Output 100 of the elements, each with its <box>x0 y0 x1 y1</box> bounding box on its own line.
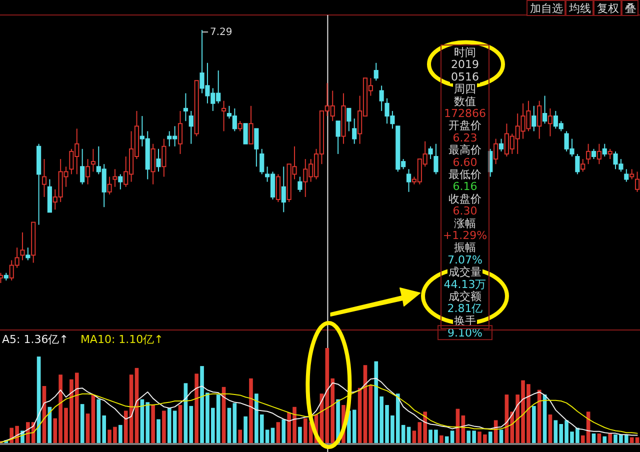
bar <box>91 394 96 443</box>
candlestick <box>624 168 629 182</box>
candlestick <box>406 168 412 192</box>
annotation: 6.60 <box>452 156 478 169</box>
bar <box>244 416 248 443</box>
bar <box>499 430 504 443</box>
annotation: 振幅 <box>454 241 476 254</box>
annotation: 时间 <box>454 46 476 59</box>
candlestick <box>602 143 607 157</box>
text: MA10: 1.10亿↑ <box>80 333 164 346</box>
candlestick <box>374 62 378 82</box>
text: 换手 <box>454 314 476 328</box>
candlestick <box>107 176 112 195</box>
annotation: 开盘价 <box>448 119 482 132</box>
text: 均线 <box>568 2 591 15</box>
candlestick <box>548 108 553 137</box>
text: A5: 1.36亿↑ <box>2 333 68 346</box>
candlestick <box>156 148 161 172</box>
annotation: 最低价 <box>448 168 482 181</box>
bar <box>249 378 253 443</box>
annotation: 最高价 <box>448 144 482 157</box>
bar <box>602 436 607 443</box>
candlestick <box>183 92 188 122</box>
candlestick <box>542 95 548 124</box>
candlestick <box>42 158 47 198</box>
candlestick <box>80 148 85 185</box>
annotation: 44.13万 <box>444 278 486 291</box>
candlestick <box>188 110 194 144</box>
text: 成交额 <box>448 290 482 303</box>
annotation: 0516 <box>451 70 479 84</box>
candlestick <box>494 138 498 165</box>
bar <box>597 434 602 443</box>
annotation: 数值 <box>454 94 476 108</box>
bar <box>406 426 411 443</box>
candlestick <box>532 105 536 132</box>
candlestick <box>630 168 634 180</box>
candlestick <box>221 100 226 132</box>
candlestick <box>428 146 433 160</box>
bar <box>194 374 198 443</box>
bar <box>178 405 182 443</box>
annotation: 2019 <box>451 58 479 72</box>
candlestick <box>243 123 248 144</box>
candlestick <box>260 148 264 175</box>
annotation: 6.30 <box>452 204 478 218</box>
bar <box>162 410 166 443</box>
candlestick <box>254 128 259 168</box>
bar <box>276 422 280 443</box>
annotation: 6.16 <box>452 180 478 194</box>
bar <box>232 403 237 443</box>
bar <box>151 405 155 443</box>
bar <box>488 432 492 443</box>
bar <box>227 408 232 443</box>
candlestick <box>162 138 166 178</box>
text: 复权 <box>597 2 619 15</box>
annotation: +1.29% <box>442 229 488 242</box>
candlestick <box>434 143 438 175</box>
annotation: 6.23 <box>452 131 478 144</box>
bar <box>358 388 362 443</box>
bar <box>270 428 275 443</box>
bar <box>80 404 84 443</box>
candlestick <box>118 174 123 190</box>
candlestick <box>20 232 25 261</box>
bar <box>440 435 444 443</box>
text: 2.81亿 <box>447 302 483 316</box>
candlestick <box>352 118 357 144</box>
candlestick <box>346 108 352 132</box>
candlestick <box>26 247 30 261</box>
candlestick <box>150 143 156 185</box>
annotation: 成交量 <box>448 266 482 279</box>
candlestick <box>498 138 504 152</box>
candlestick <box>634 171 640 192</box>
bar <box>548 414 552 443</box>
candlestick <box>178 110 183 154</box>
bar <box>368 385 373 443</box>
annotation: 7.29 <box>210 27 232 38</box>
candlestick <box>379 85 384 112</box>
bar <box>532 406 536 443</box>
bar <box>608 434 612 443</box>
annotation: 周四 <box>454 82 476 96</box>
bar <box>282 419 286 443</box>
candlestick <box>90 148 96 172</box>
annotation: 涨幅 <box>454 216 476 230</box>
candlestick <box>248 105 254 144</box>
bar <box>537 390 542 443</box>
candlestick <box>276 174 280 203</box>
text: 叠 <box>625 2 636 15</box>
candlestick <box>580 158 586 172</box>
text: 加自选 <box>530 2 563 15</box>
bar <box>118 424 122 443</box>
annotation: 172866 <box>444 107 486 120</box>
bar <box>238 430 242 443</box>
candlestick <box>596 143 602 165</box>
bar <box>298 426 302 443</box>
candlestick <box>85 158 90 185</box>
candlestick <box>586 143 591 165</box>
bar <box>592 434 596 443</box>
candlestick <box>112 168 118 188</box>
annotation: 收盘价 <box>448 192 482 206</box>
candlestick <box>298 176 302 192</box>
bar <box>86 414 90 443</box>
